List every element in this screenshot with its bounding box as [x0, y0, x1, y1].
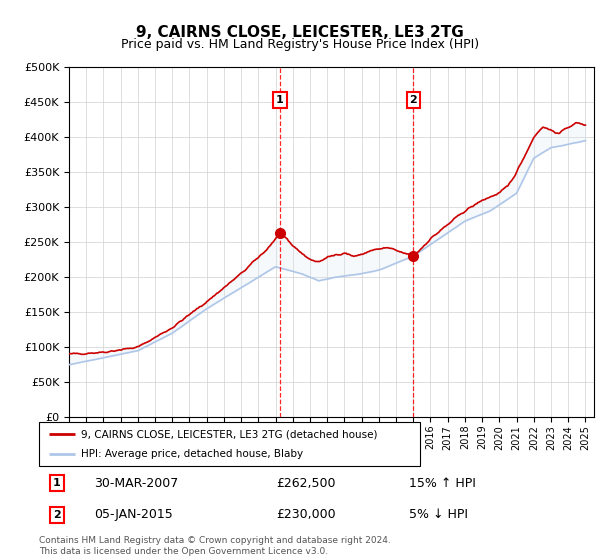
Text: 2: 2	[409, 95, 417, 105]
Text: 1: 1	[53, 478, 61, 488]
Text: 05-JAN-2015: 05-JAN-2015	[94, 508, 173, 521]
Text: 5% ↓ HPI: 5% ↓ HPI	[409, 508, 468, 521]
Text: 30-MAR-2007: 30-MAR-2007	[94, 477, 178, 490]
Text: Contains HM Land Registry data © Crown copyright and database right 2024.
This d: Contains HM Land Registry data © Crown c…	[39, 536, 391, 556]
Text: 2: 2	[53, 510, 61, 520]
Text: HPI: Average price, detached house, Blaby: HPI: Average price, detached house, Blab…	[81, 449, 303, 459]
Text: 9, CAIRNS CLOSE, LEICESTER, LE3 2TG: 9, CAIRNS CLOSE, LEICESTER, LE3 2TG	[136, 25, 464, 40]
Text: £262,500: £262,500	[277, 477, 336, 490]
Text: 1: 1	[276, 95, 284, 105]
Text: 15% ↑ HPI: 15% ↑ HPI	[409, 477, 476, 490]
Text: Price paid vs. HM Land Registry's House Price Index (HPI): Price paid vs. HM Land Registry's House …	[121, 38, 479, 52]
Text: £230,000: £230,000	[277, 508, 336, 521]
FancyBboxPatch shape	[39, 422, 420, 466]
Text: 9, CAIRNS CLOSE, LEICESTER, LE3 2TG (detached house): 9, CAIRNS CLOSE, LEICESTER, LE3 2TG (det…	[81, 429, 377, 439]
